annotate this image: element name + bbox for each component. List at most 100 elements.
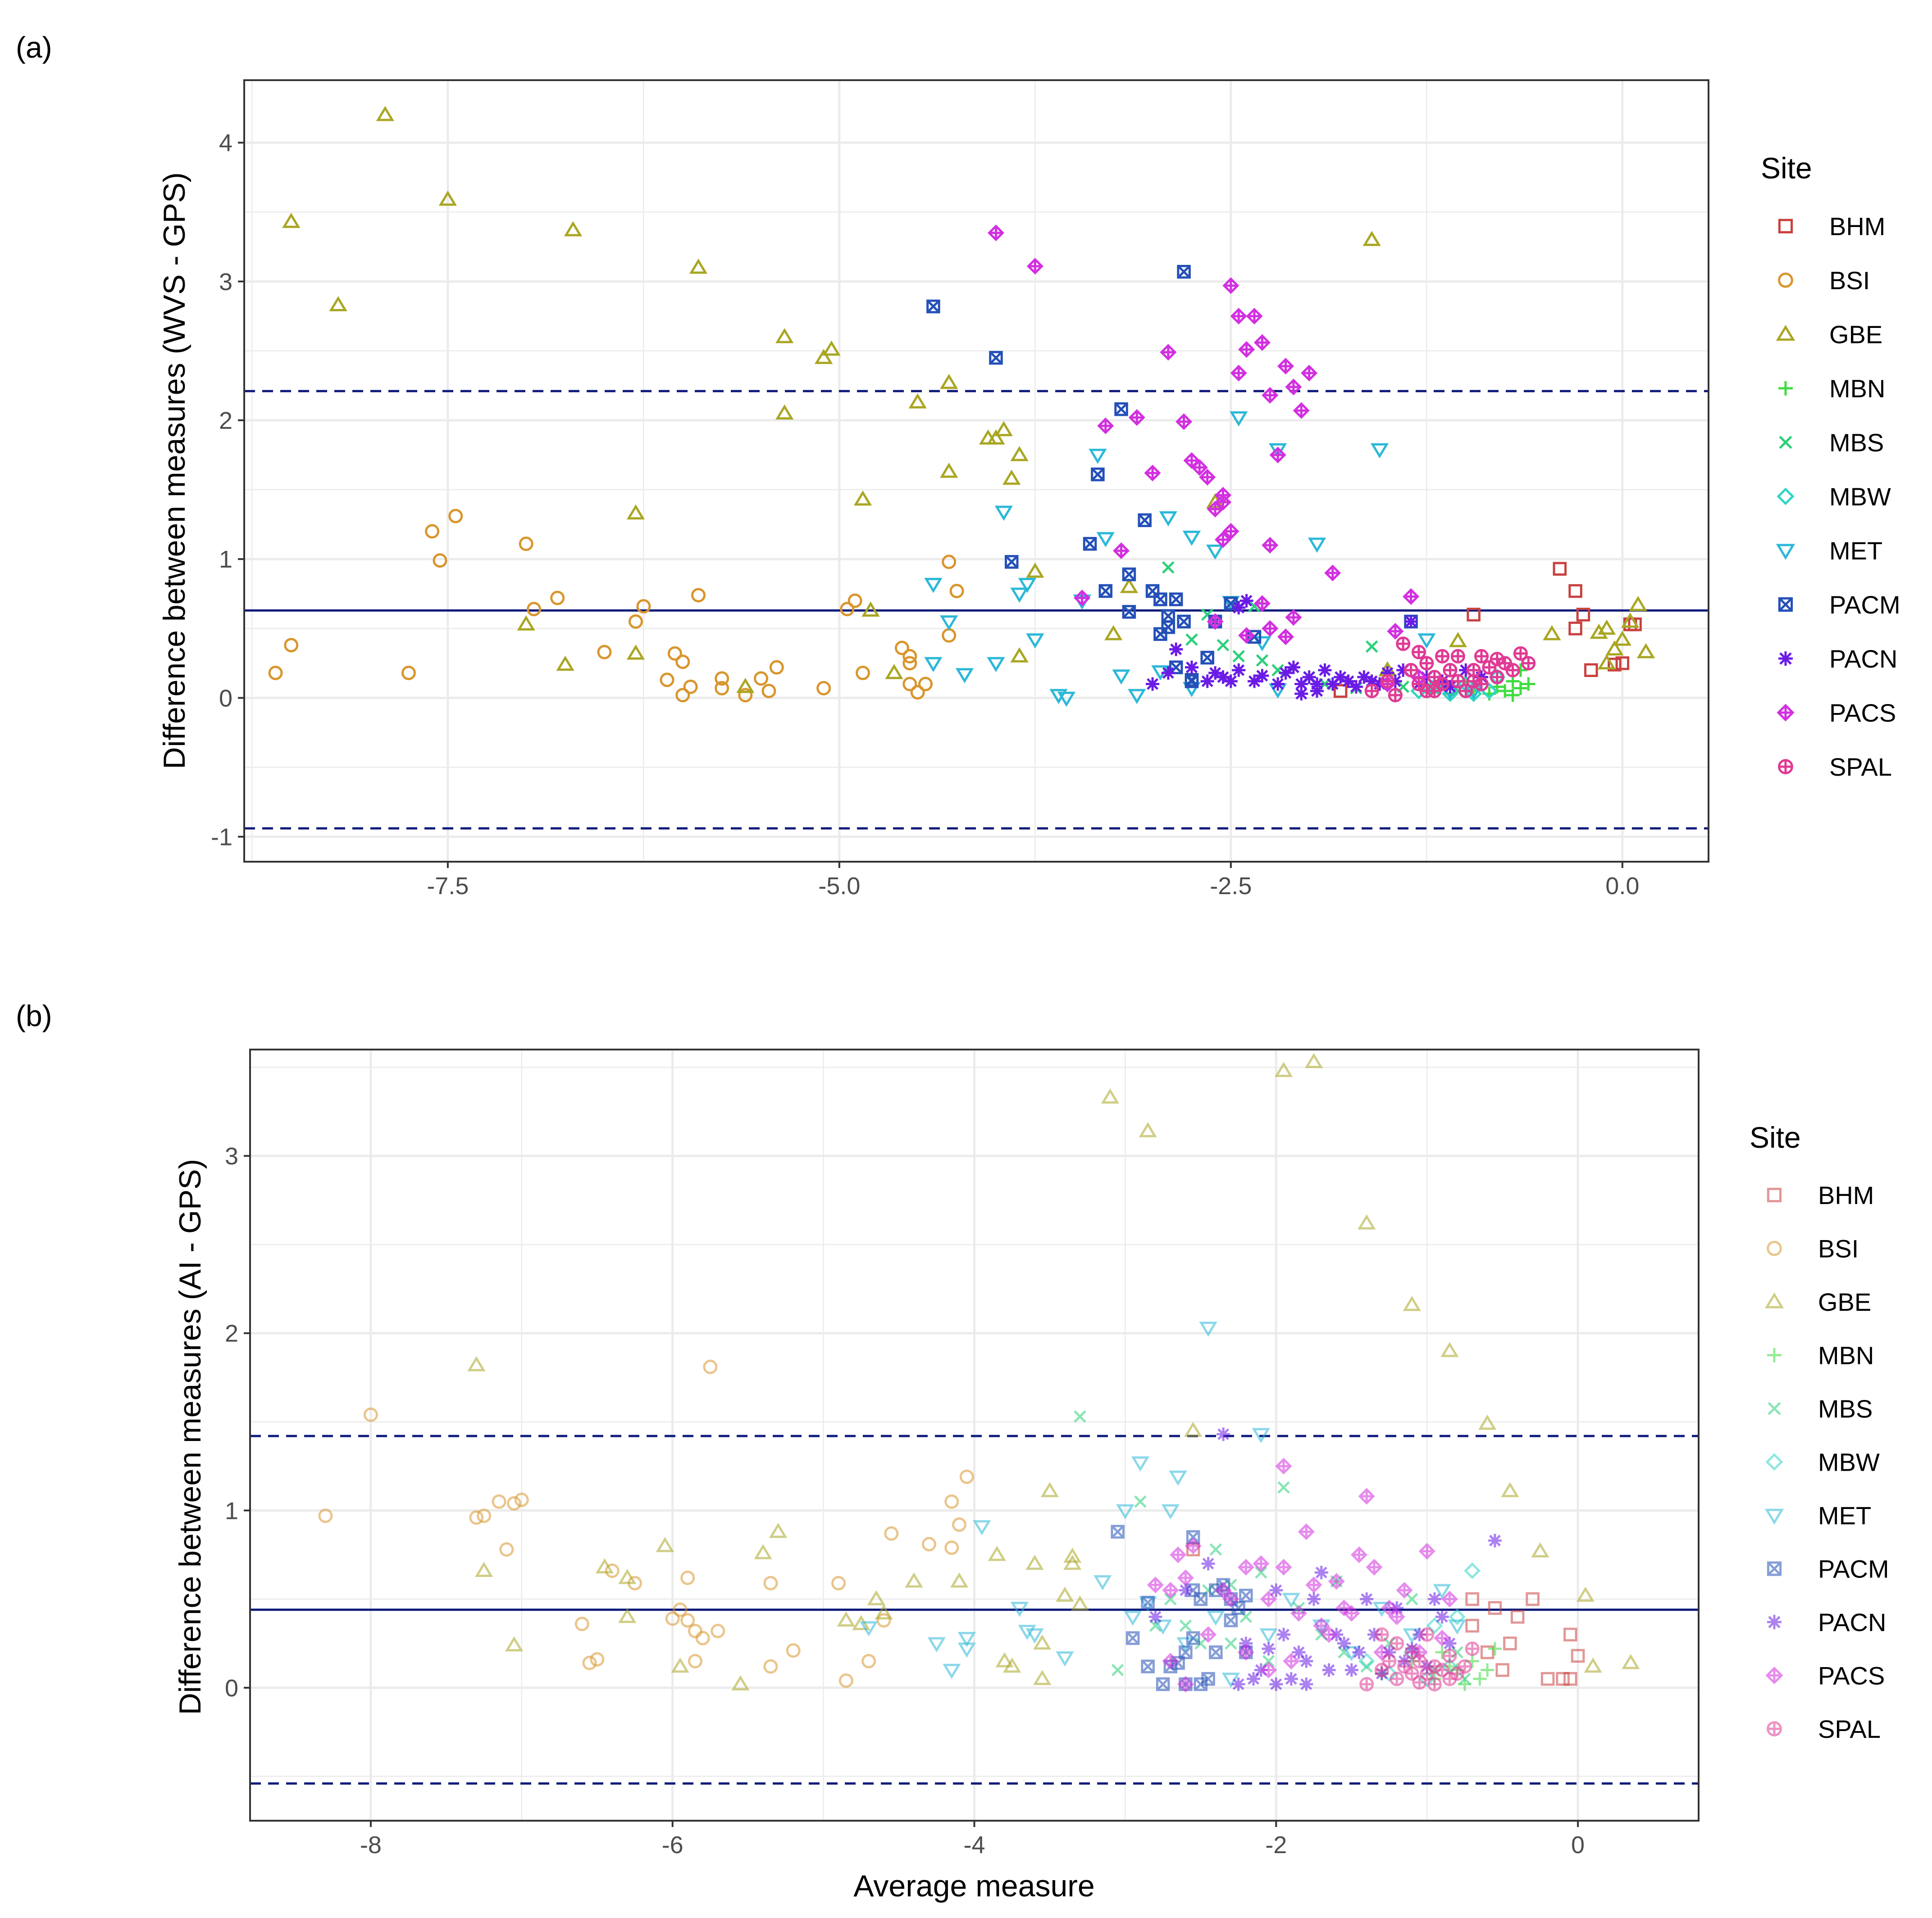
panel-a-point-met — [1010, 587, 1029, 603]
panel-a-x-ticks: -7.5 -5.0 -2.5 0.0 — [427, 862, 1639, 900]
panel-b-point-spal — [1390, 1672, 1404, 1686]
panel-a-reference-lines — [244, 390, 1709, 830]
panel-b-point-met — [1259, 1628, 1278, 1644]
panel-b-point-gbe — [618, 1568, 637, 1584]
panel-a-point-pacm — [1177, 614, 1191, 629]
panel-a-point-pacs — [1262, 620, 1279, 637]
panel-b-point-gbe — [1139, 1122, 1157, 1137]
panel-a-point-spal — [1388, 688, 1403, 703]
panel-b-point-bsi — [605, 1563, 620, 1578]
panel-b-point-pacs — [1373, 1644, 1390, 1661]
panel-a-point-gbe — [1629, 596, 1647, 611]
panel-b-point-spal — [1420, 1666, 1435, 1681]
panel-a-legend-key-gbe — [1776, 325, 1795, 341]
panel-a-point-bsi — [448, 509, 463, 523]
panel-b-point-gbe — [1101, 1088, 1120, 1104]
panel-b-point-bhm — [1495, 1663, 1509, 1677]
panel-b-point-pacs — [1260, 1661, 1277, 1679]
panel-b-point-gbe — [618, 1608, 637, 1623]
panel-a-point-gbe — [1104, 625, 1123, 641]
panel-a-point-met — [994, 505, 1013, 521]
panel-a-point-pacm — [989, 351, 1003, 365]
panel-a-point-gbe — [940, 463, 958, 478]
panel-b-point-bhm — [1540, 1672, 1555, 1686]
panel-a-point-pacn — [1271, 677, 1285, 691]
panel-b-point-pacn — [1337, 1636, 1351, 1650]
panel-b-point-gbe — [731, 1675, 750, 1691]
panel-b-point-met — [1282, 1593, 1300, 1608]
panel-b-point-mbn — [1435, 1645, 1449, 1659]
panel-b-point-mbs — [1458, 1673, 1471, 1685]
panel-b-point-spal — [1390, 1636, 1404, 1651]
panel-a-point-pacs — [1301, 364, 1318, 382]
panel-b-point-pacs — [1283, 1653, 1300, 1670]
panel-a-point-spal — [1513, 646, 1528, 661]
panel-b-point-gbe — [1033, 1634, 1052, 1650]
panel-b-point-bsi — [711, 1623, 725, 1638]
panel-a-point-bsi — [738, 688, 753, 703]
panel-b-point-bhm — [1563, 1627, 1577, 1642]
panel-b-point-bsi — [688, 1654, 702, 1668]
panel-a-point-pacm — [1122, 605, 1136, 619]
panel-a-point-mbn — [1506, 688, 1520, 702]
panel-b-point-bhm — [1510, 1610, 1525, 1624]
panel-b-point-gbe — [1584, 1657, 1602, 1673]
panel-b-point-pacs — [1275, 1458, 1292, 1475]
panel-a-point-met — [1026, 633, 1044, 649]
panel-b-point-mbw — [1464, 1562, 1481, 1579]
panel-b-point-bsi — [680, 1570, 695, 1585]
panel-a-point-pacs — [1230, 308, 1247, 325]
panel-a-y-axis-label: Difference between measures (WVS - GPS) — [157, 172, 191, 769]
panel-b-point-bsi — [665, 1611, 680, 1626]
panel-a-point-pacs — [1207, 613, 1224, 630]
panel-a-y-tick-label: 2 — [219, 407, 232, 434]
panel-a-point-gbe — [1026, 563, 1044, 578]
panel-a-point-bsi — [628, 614, 643, 629]
panel-b-point-mbs — [1149, 1619, 1162, 1632]
panel-a-point-bsi — [433, 553, 447, 568]
panel-a-point-gbe — [1636, 643, 1655, 659]
panel-b-point-pacn — [1292, 1645, 1306, 1659]
panel-b-point-spal — [1450, 1666, 1465, 1681]
panel-b-point-spal — [1465, 1641, 1480, 1656]
panel-a-point-bsi — [268, 665, 283, 680]
panel-a-point-pacs — [1214, 494, 1231, 511]
panel-b-point-met — [957, 1632, 976, 1647]
panel-b-point-pacs — [1215, 1582, 1232, 1599]
panel-a-point-pacm — [1098, 584, 1113, 598]
panel-b-point-bsi — [680, 1613, 695, 1628]
panel-b-legend-item-bsi: BSI — [1767, 1235, 1859, 1263]
panel-a-point-pacm — [1169, 660, 1183, 674]
panel-a-plot-border — [243, 79, 1709, 863]
panel-b-legend-item-met: MET — [1764, 1501, 1871, 1530]
panel-a-point-bsi — [675, 654, 690, 669]
panel-a-point-pacm — [926, 300, 940, 314]
panel-a-point-spal — [1364, 683, 1379, 698]
panel-a-legend-label: PACN — [1829, 645, 1897, 673]
panel-a-point-pacs — [1246, 308, 1263, 325]
panel-a-point-pacs — [1026, 258, 1043, 275]
panel-b-point-pacs — [1237, 1644, 1254, 1661]
panel-a-y-tick-label: 4 — [219, 130, 232, 157]
panel-a-point-spal — [1466, 674, 1481, 689]
panel-a-legend-key-met — [1776, 544, 1795, 560]
panel-a-legend-item-gbe: GBE — [1776, 320, 1882, 349]
panel-b-point-pacm — [1239, 1588, 1253, 1603]
panel-b-chart: -8 -6 -4 -2 0 0 1 2 3 Difference between measur… — [173, 1049, 1889, 1903]
panel-a-point-met — [1057, 691, 1076, 707]
panel-a-legend-title: Site — [1761, 151, 1812, 185]
panel-a-point-gbe — [556, 655, 574, 671]
panel-b-label: (b) — [16, 999, 52, 1032]
panel-b-point-bhm — [1571, 1649, 1585, 1663]
panel-a-legend-key-pacs — [1777, 704, 1795, 722]
panel-b-point-mbw — [1449, 1608, 1466, 1625]
panel-b-point-pacn — [1269, 1583, 1283, 1597]
panel-a-point-pacs — [1269, 446, 1286, 464]
panel-a-point-mbs — [1162, 561, 1175, 574]
panel-a-point-bhm — [1608, 658, 1622, 672]
panel-a-point-gbe — [1605, 640, 1624, 656]
panel-a-point-pacs — [1253, 595, 1271, 612]
panel-a-point-pacs — [1230, 364, 1247, 382]
panel-b-point-met — [1018, 1625, 1036, 1640]
panel-a-point-bsi — [910, 685, 925, 700]
